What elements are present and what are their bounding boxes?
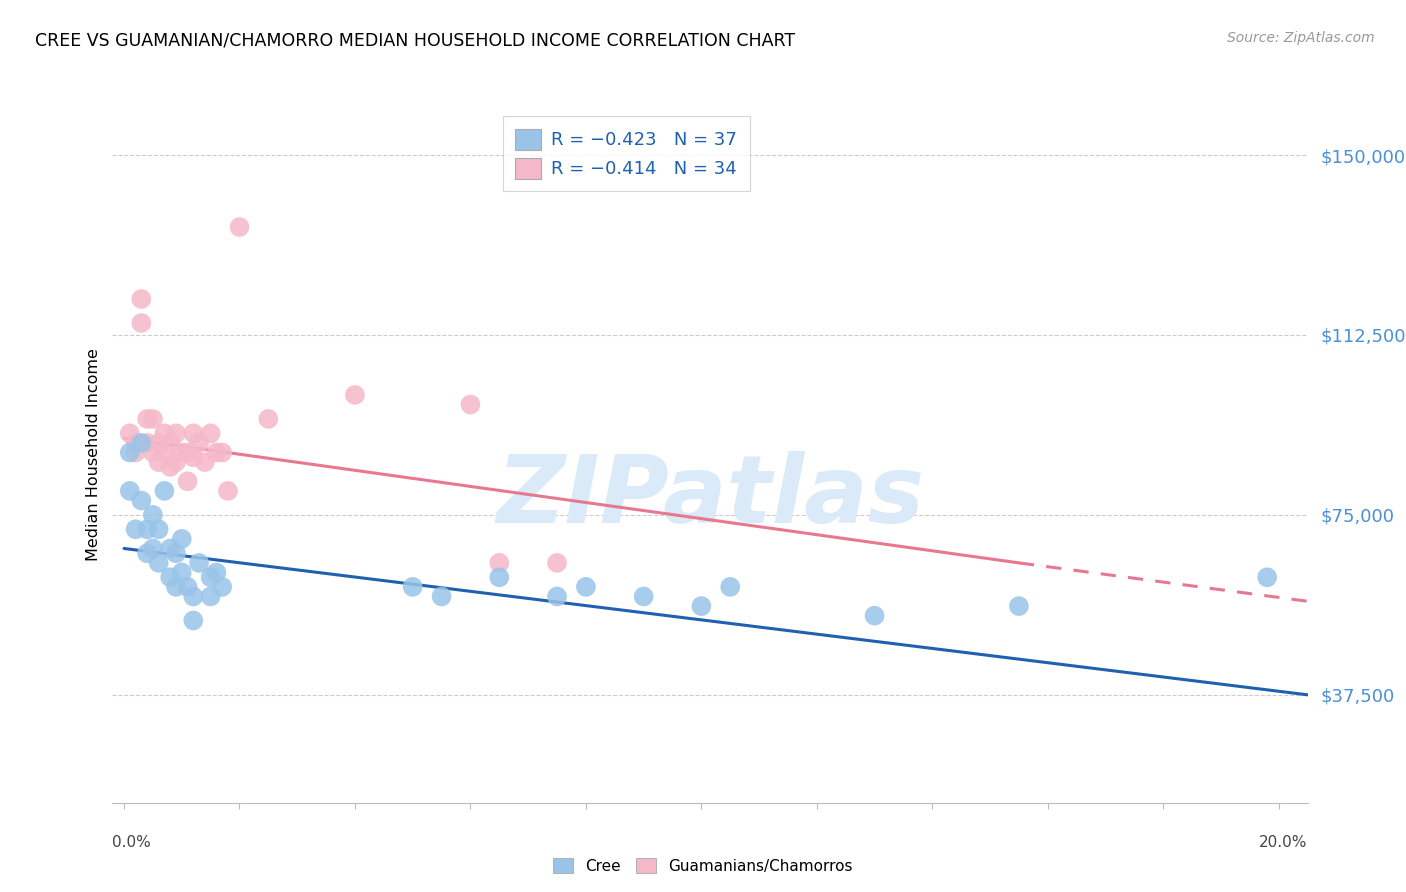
Point xyxy=(181,426,204,441)
Point xyxy=(211,445,233,459)
Point xyxy=(118,445,141,459)
Point xyxy=(188,556,211,570)
Point xyxy=(430,590,453,604)
Point xyxy=(165,580,187,594)
Point xyxy=(165,455,187,469)
Point xyxy=(1256,570,1278,584)
Point xyxy=(153,426,176,441)
Point xyxy=(863,608,886,623)
Text: 20.0%: 20.0% xyxy=(1260,836,1308,850)
Point xyxy=(228,219,250,234)
Point xyxy=(200,590,222,604)
Point xyxy=(124,445,146,459)
Point xyxy=(546,556,568,570)
Point xyxy=(546,590,568,604)
Point xyxy=(176,475,198,489)
Point xyxy=(181,614,204,628)
Point xyxy=(205,445,228,459)
Point xyxy=(176,445,198,459)
Point xyxy=(170,566,193,580)
Point xyxy=(170,532,193,546)
Text: ZIPatlas: ZIPatlas xyxy=(496,450,924,542)
Point xyxy=(131,436,153,450)
Point xyxy=(148,522,170,536)
Point xyxy=(159,436,181,450)
Text: 0.0%: 0.0% xyxy=(112,836,152,850)
Point xyxy=(136,546,159,560)
Point xyxy=(181,450,204,465)
Point xyxy=(170,445,193,459)
Point xyxy=(181,590,204,604)
Point xyxy=(142,412,165,426)
Point xyxy=(131,292,153,306)
Point xyxy=(118,426,141,441)
Point xyxy=(211,580,233,594)
Point xyxy=(690,599,713,613)
Legend: Cree, Guamanians/Chamorros: Cree, Guamanians/Chamorros xyxy=(547,852,859,880)
Point xyxy=(142,445,165,459)
Point xyxy=(165,426,187,441)
Point xyxy=(159,459,181,474)
Point xyxy=(488,570,510,584)
Point xyxy=(118,483,141,498)
Point xyxy=(1008,599,1031,613)
Point xyxy=(200,426,222,441)
Point xyxy=(131,493,153,508)
Point xyxy=(460,398,482,412)
Point xyxy=(124,436,146,450)
Text: Source: ZipAtlas.com: Source: ZipAtlas.com xyxy=(1227,31,1375,45)
Point xyxy=(176,580,198,594)
Point xyxy=(633,590,655,604)
Point xyxy=(136,522,159,536)
Point xyxy=(131,316,153,330)
Point xyxy=(148,455,170,469)
Point xyxy=(136,412,159,426)
Legend: R = −0.423   N = 37, R = −0.414   N = 34: R = −0.423 N = 37, R = −0.414 N = 34 xyxy=(503,116,749,191)
Point xyxy=(159,570,181,584)
Point xyxy=(148,436,170,450)
Point xyxy=(153,483,176,498)
Point xyxy=(153,445,176,459)
Point xyxy=(194,455,217,469)
Point xyxy=(136,436,159,450)
Point xyxy=(718,580,741,594)
Text: CREE VS GUAMANIAN/CHAMORRO MEDIAN HOUSEHOLD INCOME CORRELATION CHART: CREE VS GUAMANIAN/CHAMORRO MEDIAN HOUSEH… xyxy=(35,31,796,49)
Point xyxy=(257,412,280,426)
Point xyxy=(142,541,165,556)
Point xyxy=(343,388,366,402)
Point xyxy=(188,436,211,450)
Point xyxy=(165,546,187,560)
Point xyxy=(402,580,425,594)
Point xyxy=(200,570,222,584)
Point xyxy=(205,566,228,580)
Point xyxy=(124,522,146,536)
Y-axis label: Median Household Income: Median Household Income xyxy=(86,349,101,561)
Point xyxy=(148,556,170,570)
Point xyxy=(217,483,239,498)
Point xyxy=(488,556,510,570)
Point xyxy=(142,508,165,522)
Point xyxy=(159,541,181,556)
Point xyxy=(575,580,598,594)
